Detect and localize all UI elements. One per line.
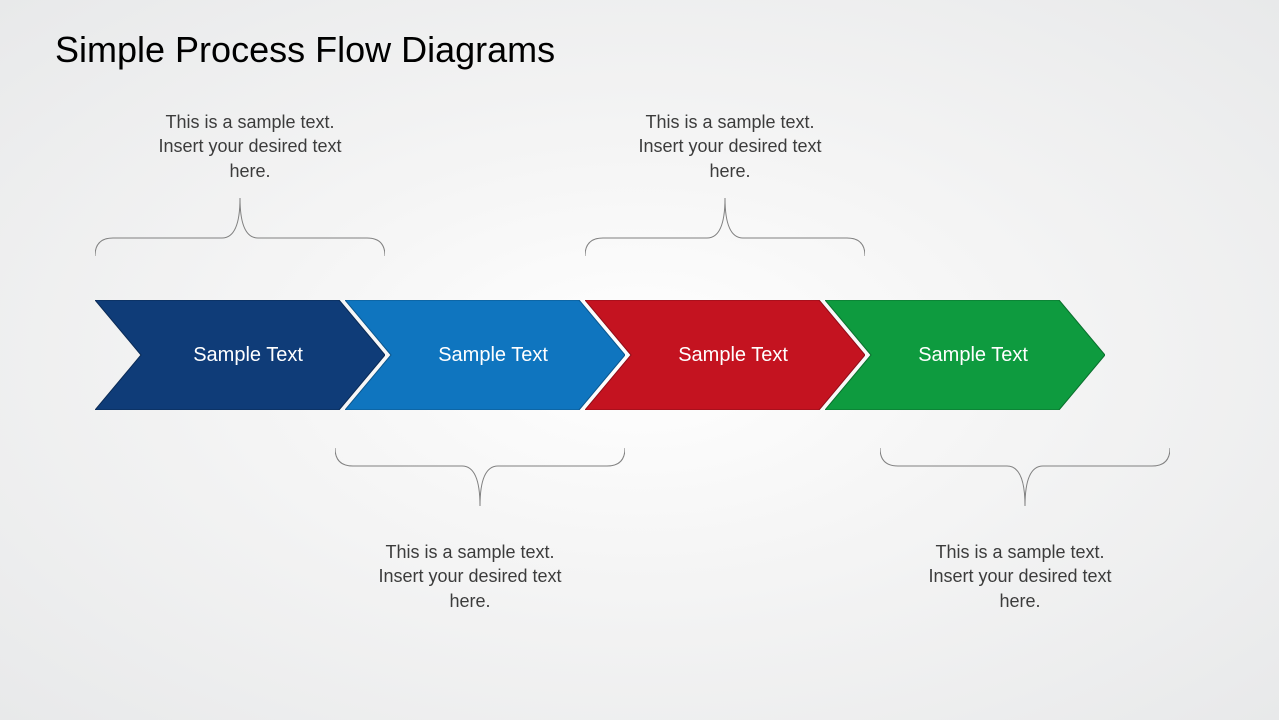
callout-line: Insert your desired text (130, 134, 370, 158)
process-step-label: Sample Text (902, 344, 1028, 367)
callout-line: here. (610, 159, 850, 183)
callout-line: This is a sample text. (130, 110, 370, 134)
process-step-label: Sample Text (662, 344, 788, 367)
callout-line: Insert your desired text (900, 564, 1140, 588)
callout-text-1: This is a sample text.Insert your desire… (130, 110, 370, 183)
brace-2 (585, 198, 865, 256)
callout-line: here. (350, 589, 590, 613)
slide-title: Simple Process Flow Diagrams (55, 30, 555, 70)
callout-line: Insert your desired text (350, 564, 590, 588)
process-step-label: Sample Text (422, 344, 548, 367)
process-step-label: Sample Text (177, 344, 303, 367)
process-step-2: Sample Text (345, 300, 625, 410)
callout-line: This is a sample text. (350, 540, 590, 564)
callout-text-4: This is a sample text.Insert your desire… (900, 540, 1140, 613)
brace-3 (335, 448, 625, 506)
callout-text-3: This is a sample text.Insert your desire… (350, 540, 590, 613)
brace-1 (95, 198, 385, 256)
process-arrow-row: Sample Text Sample Text Sample Text Sample … (95, 300, 1105, 410)
process-step-3: Sample Text (585, 300, 865, 410)
callout-line: This is a sample text. (610, 110, 850, 134)
callout-line: here. (900, 589, 1140, 613)
brace-4 (880, 448, 1170, 506)
callout-line: here. (130, 159, 370, 183)
callout-text-2: This is a sample text.Insert your desire… (610, 110, 850, 183)
process-step-4: Sample Text (825, 300, 1105, 410)
callout-line: Insert your desired text (610, 134, 850, 158)
callout-line: This is a sample text. (900, 540, 1140, 564)
process-step-1: Sample Text (95, 300, 385, 410)
